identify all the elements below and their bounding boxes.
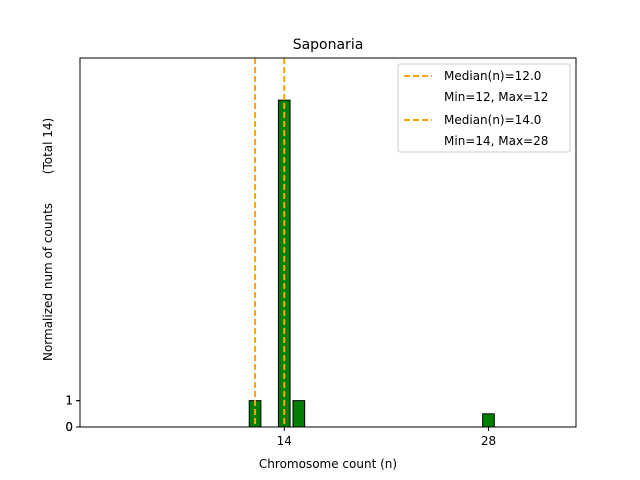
- chart-title: Saponaria: [293, 37, 364, 53]
- x-tick-label-14: 14: [277, 434, 292, 448]
- legend-label-median-12: Median(n)=12.0: [444, 69, 541, 83]
- bar-n-15: [292, 400, 306, 428]
- legend-label-range-14: Min=14, Max=28: [444, 134, 548, 148]
- legend: Median(n)=12.0 Min=12, Max=12 Median(n)=…: [397, 63, 571, 153]
- y-axis-label-total: (Total 14): [41, 118, 55, 174]
- x-tick-label-28: 28: [481, 434, 496, 448]
- y-tick-label-a-1: 1: [65, 394, 73, 408]
- bar-n-28: [482, 413, 495, 428]
- y-tick-label-b-0: 0: [65, 420, 73, 434]
- legend-label-median-14: Median(n)=14.0: [444, 113, 541, 127]
- y-tick-label-b-1: 1: [65, 394, 73, 408]
- x-axis-label: Chromosome count (n): [259, 457, 397, 471]
- legend-box: [397, 63, 571, 153]
- y-tick-label-a-0: 0: [65, 420, 73, 434]
- axes-frame: [79, 57, 577, 428]
- y-axis-label: Normalized num of counts: [41, 203, 55, 361]
- median-lines-layer: [254, 58, 286, 427]
- legend-label-range-12: Min=12, Max=12: [444, 90, 548, 104]
